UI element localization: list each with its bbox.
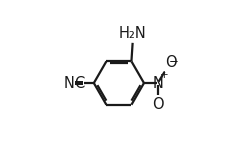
Text: −: −	[169, 55, 179, 68]
Text: C: C	[74, 75, 84, 91]
Text: N: N	[63, 75, 74, 91]
Text: O: O	[165, 55, 177, 70]
Text: +: +	[160, 70, 169, 80]
Text: N: N	[152, 75, 163, 91]
Text: O: O	[152, 97, 163, 112]
Text: H₂N: H₂N	[118, 26, 146, 41]
